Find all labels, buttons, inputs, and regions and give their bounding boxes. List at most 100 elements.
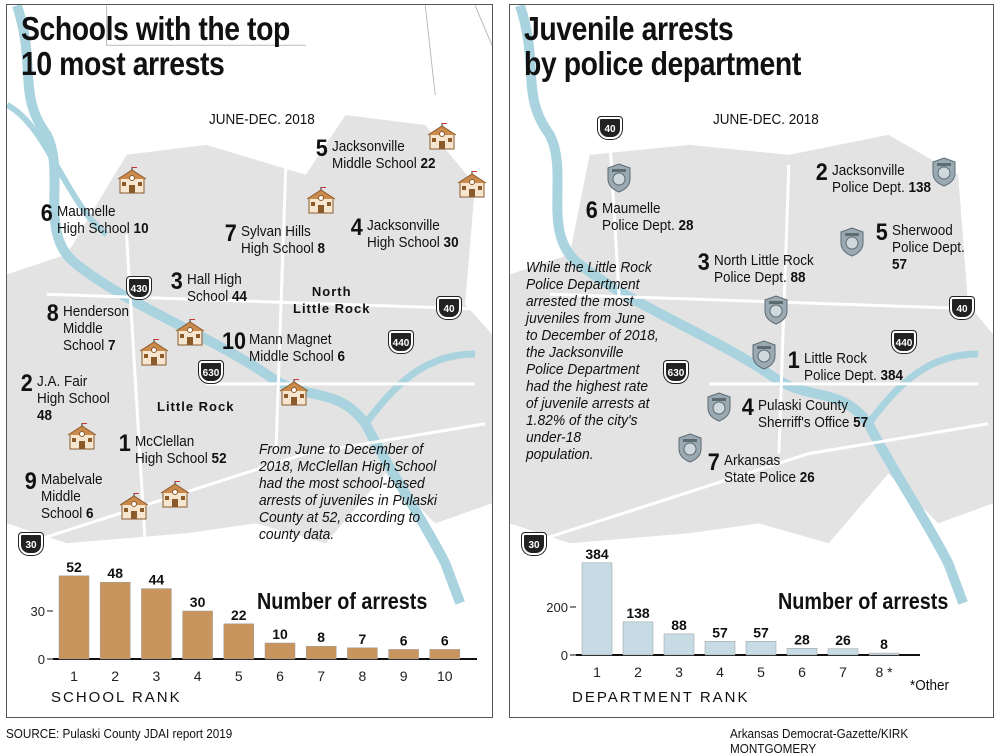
dept-label-arkansas-state-police: 7 Arkansas State Police 26 [707, 449, 815, 487]
bar-4 [704, 641, 736, 656]
bar-7 [305, 645, 337, 660]
bar-10 [429, 649, 461, 660]
school-house-icon [160, 479, 190, 514]
x-tick-label: 2 [634, 664, 642, 680]
bar-8 [347, 647, 378, 660]
x-tick-label: 8 [359, 668, 367, 684]
x-tick-label: 8 * [875, 664, 893, 680]
school-label-mann-magnet-middle: 10 Mann Magnet Middle School 6 [222, 328, 346, 366]
left-chart-title: Number of arrests [257, 588, 428, 614]
x-tick-label: 7 [317, 668, 325, 684]
left-annotation: From June to December of 2018, McClellan… [259, 441, 437, 543]
bar-value-label: 57 [712, 624, 728, 640]
highway-shield-630: 630 [198, 360, 224, 384]
bar-2 [99, 581, 131, 660]
pulaski-county-map [510, 5, 993, 605]
police-badge-icon [838, 227, 866, 262]
highway-shield-440: 440 [388, 330, 414, 354]
school-house-icon [279, 377, 309, 412]
bar-value-label: 6 [441, 632, 449, 648]
schools-panel: Schools with the top 10 most arrests JUN… [6, 4, 493, 718]
x-tick-label: 6 [276, 668, 284, 684]
dept-label-jacksonville: 2 Jacksonville Police Dept. 138 [815, 159, 932, 197]
school-house-icon [119, 491, 149, 526]
school-label-mcclellan-high: 1 McClellan High School 52 [118, 430, 227, 468]
school-label-ja-fair-high: 2 J.A. Fair High School 48 [20, 370, 110, 425]
y-tick-label: 0 [561, 648, 568, 663]
x-tick-label: 5 [757, 664, 765, 680]
right-chart-title: Number of arrests [778, 588, 949, 614]
highway-shield-430: 430 [126, 276, 152, 300]
x-tick-label: 3 [675, 664, 683, 680]
highway-shield-40: 40 [597, 116, 623, 140]
bar-value-label: 44 [149, 572, 165, 588]
bar-value-label: 52 [66, 559, 82, 575]
bar-2 [622, 621, 654, 656]
bar-1 [581, 562, 613, 656]
bar-value-label: 57 [753, 624, 769, 640]
author-credit: Arkansas Democrat-Gazette/KIRK MONTGOMER… [730, 726, 909, 756]
bar-6 [786, 648, 818, 656]
bar-value-label: 7 [359, 631, 367, 647]
right-annotation: While the Little Rock Police Department … [526, 259, 659, 463]
highway-shield-40: 40 [436, 296, 462, 320]
police-badge-icon [705, 392, 733, 427]
school-house-icon [457, 169, 487, 204]
highway-shield-30: 30 [18, 532, 44, 556]
x-tick-label: 6 [798, 664, 806, 680]
bar-value-label: 8 [880, 636, 888, 652]
school-house-icon [117, 165, 147, 200]
bar-value-label: 22 [231, 607, 247, 623]
bar-8 * [868, 652, 900, 656]
x-tick-label: 2 [111, 668, 119, 684]
left-date-range: JUNE-DEC. 2018 [209, 111, 315, 128]
police-badge-icon [930, 157, 958, 192]
bar-value-label: 30 [190, 594, 206, 610]
x-tick-label: 4 [716, 664, 724, 680]
bar-value-label: 48 [107, 565, 123, 581]
city-label-little-rock: Little Rock [157, 399, 235, 414]
bar-value-label: 28 [794, 631, 810, 647]
pulaski-county-map [7, 5, 492, 605]
school-house-icon [175, 317, 205, 352]
police-badge-icon [750, 340, 778, 375]
other-footnote: *Other [910, 677, 950, 694]
police-badge-icon [762, 295, 790, 330]
police-badge-icon [605, 163, 633, 198]
bar-3 [663, 633, 695, 656]
bar-7 [827, 648, 859, 656]
highway-shield-630: 630 [663, 360, 689, 384]
bar-5 [745, 641, 777, 656]
school-label-mabelvale-middle: 9 Mabelvale Middle School 6 [24, 468, 103, 523]
y-tick-label: 30 [31, 604, 45, 619]
bar-value-label: 384 [585, 546, 609, 562]
dept-label-pulaski-county: 4 Pulaski County Sherriff's Office 57 [741, 394, 869, 432]
dept-label-little-rock: 1 Little Rock Police Dept. 384 [787, 347, 904, 385]
right-title: Juvenile arrests by police department [524, 10, 801, 82]
school-house-icon [139, 337, 169, 372]
bar-value-label: 10 [272, 626, 288, 642]
school-label-sylvan-hills-high: 7 Sylvan Hills High School 8 [224, 220, 326, 258]
police-badge-icon [676, 433, 704, 468]
x-tick-label: 9 [400, 668, 408, 684]
dept-label-sherwood: 5 Sherwood Police Dept. 57 [875, 219, 965, 274]
x-tick-label: 5 [235, 668, 243, 684]
x-tick-label: 7 [839, 664, 847, 680]
right-date-range: JUNE-DEC. 2018 [713, 111, 819, 128]
x-tick-label: 1 [70, 668, 78, 684]
source-credit: SOURCE: Pulaski County JDAI report 2019 [6, 726, 233, 741]
dept-label-north-little-rock: 3 North Little Rock Police Dept. 88 [697, 249, 814, 287]
bar-value-label: 8 [317, 629, 325, 645]
school-house-icon [427, 121, 457, 156]
school-house-icon [306, 185, 336, 220]
school-label-jacksonville-middle: 5 Jacksonville Middle School 22 [315, 135, 436, 173]
school-house-icon [67, 421, 97, 456]
police-panel: Juvenile arrests by police department JU… [509, 4, 994, 718]
x-tick-label: 3 [153, 668, 161, 684]
right-x-axis-label: DEPARTMENT RANK [572, 689, 750, 706]
department-arrests-bar-chart: 0 200 384 1 138 2 88 3 57 4 57 5 28 6 26 7 8 8 * [546, 546, 920, 680]
school-label-jacksonville-high: 4 Jacksonville High School 30 [350, 214, 459, 252]
school-label-maumelle-high: 6 Maumelle High School 10 [40, 200, 149, 238]
highway-shield-440: 440 [891, 330, 917, 354]
bar-5 [223, 623, 255, 660]
